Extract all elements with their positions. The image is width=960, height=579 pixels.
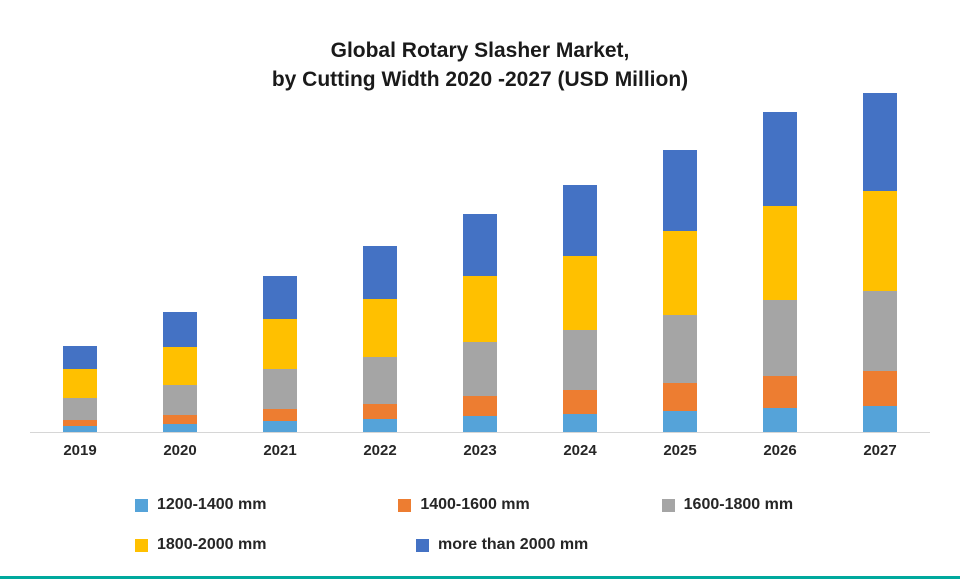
legend-swatch-icon <box>135 498 148 512</box>
x-axis-labels: 2019 2020 2021 2022 2023 2024 2025 2026 2027 <box>30 442 930 459</box>
legend-item: 1800-2000 mm <box>135 536 416 554</box>
bar-segment <box>663 315 697 383</box>
bar-segment <box>763 300 797 376</box>
stacked-bar-2027 <box>863 93 897 432</box>
bar-segment <box>563 414 597 432</box>
bar-segment <box>63 369 97 398</box>
bar-segment <box>163 424 197 432</box>
legend-label: more than 2000 mm <box>438 536 589 553</box>
chart-title-line1: Global Rotary Slasher Market, <box>330 39 630 62</box>
bar-segment <box>63 426 97 432</box>
legend-label: 1200-1400 mm <box>157 496 267 513</box>
bar-segment <box>363 299 397 357</box>
bar-segment <box>763 376 797 408</box>
legend-swatch-icon <box>135 538 148 552</box>
x-axis-label: 2025 <box>663 442 697 459</box>
legend-swatch-icon <box>416 538 429 552</box>
bar-segment <box>863 371 897 406</box>
legend-item: 1600-1800 mm <box>661 496 925 514</box>
stacked-bar-2025 <box>663 150 697 432</box>
chart-title: Global Rotary Slasher Market, by Cutting… <box>0 36 960 95</box>
stacked-bar-2023 <box>463 214 497 432</box>
stacked-bar-2024 <box>563 185 597 432</box>
bar-segment <box>663 383 697 411</box>
bar-segment <box>663 150 697 231</box>
bar-segment <box>463 416 497 432</box>
bar-segment <box>263 319 297 369</box>
bar-segment <box>663 411 697 432</box>
x-axis-label: 2020 <box>163 442 197 459</box>
bar-segment <box>563 330 597 390</box>
x-axis-label: 2024 <box>563 442 597 459</box>
plot-area <box>30 88 930 433</box>
legend-item: more than 2000 mm <box>416 536 697 554</box>
bar-segment <box>163 347 197 385</box>
x-axis-label: 2027 <box>863 442 897 459</box>
stacked-bar-2019 <box>63 346 97 432</box>
legend-item: 1200-1400 mm <box>135 496 398 514</box>
bar-segment <box>263 409 297 421</box>
bar-segment <box>263 421 297 432</box>
bar-segment <box>463 276 497 342</box>
bar-segment <box>363 357 397 404</box>
legend-swatch-icon <box>398 498 412 512</box>
bar-segment <box>263 276 297 319</box>
bar-segment <box>463 396 497 416</box>
bar-segment <box>163 415 197 424</box>
bar-segment <box>263 369 297 409</box>
x-axis-label: 2026 <box>763 442 797 459</box>
legend-swatch-icon <box>661 498 675 512</box>
bar-segment <box>863 191 897 291</box>
bar-segment <box>763 206 797 300</box>
legend-item: 1400-1600 mm <box>398 496 661 514</box>
x-axis-label: 2021 <box>263 442 297 459</box>
bar-segment <box>563 390 597 414</box>
bar-segment <box>63 346 97 369</box>
bar-segment <box>663 231 697 315</box>
stacked-bar-2020 <box>163 312 197 432</box>
stacked-bar-2021 <box>263 276 297 432</box>
bar-segment <box>763 112 797 206</box>
x-axis-label: 2019 <box>63 442 97 459</box>
bar-segment <box>163 385 197 415</box>
chart-legend: 1200-1400 mm 1400-1600 mm 1600-1800 mm 1800… <box>135 496 925 576</box>
bar-segment <box>863 291 897 371</box>
stacked-bar-2022 <box>363 246 397 432</box>
chart-title-line2: by Cutting Width 2020 -2027 (USD Million… <box>271 68 689 92</box>
bar-segment <box>363 246 397 299</box>
legend-label: 1600-1800 mm <box>683 496 794 513</box>
legend-row: 1200-1400 mm 1400-1600 mm 1600-1800 mm <box>135 496 925 514</box>
x-axis-label: 2022 <box>363 442 397 459</box>
bar-segment <box>463 342 497 396</box>
bar-segment <box>63 420 97 426</box>
bar-segment <box>863 93 897 191</box>
bar-segment <box>363 404 397 419</box>
bar-segment <box>163 312 197 347</box>
x-axis-label: 2023 <box>463 442 497 459</box>
bar-segment <box>763 408 797 432</box>
bar-segment <box>463 214 497 276</box>
bar-segment <box>563 256 597 330</box>
bar-segment <box>563 185 597 256</box>
stacked-bar-2026 <box>763 112 797 432</box>
bar-segment <box>63 398 97 420</box>
bar-segment <box>363 419 397 432</box>
bottom-accent-rule <box>0 576 960 579</box>
legend-label: 1400-1600 mm <box>420 496 530 513</box>
legend-label: 1800-2000 mm <box>157 536 267 553</box>
legend-row: 1800-2000 mm more than 2000 mm <box>135 536 925 554</box>
bar-segment <box>863 406 897 432</box>
